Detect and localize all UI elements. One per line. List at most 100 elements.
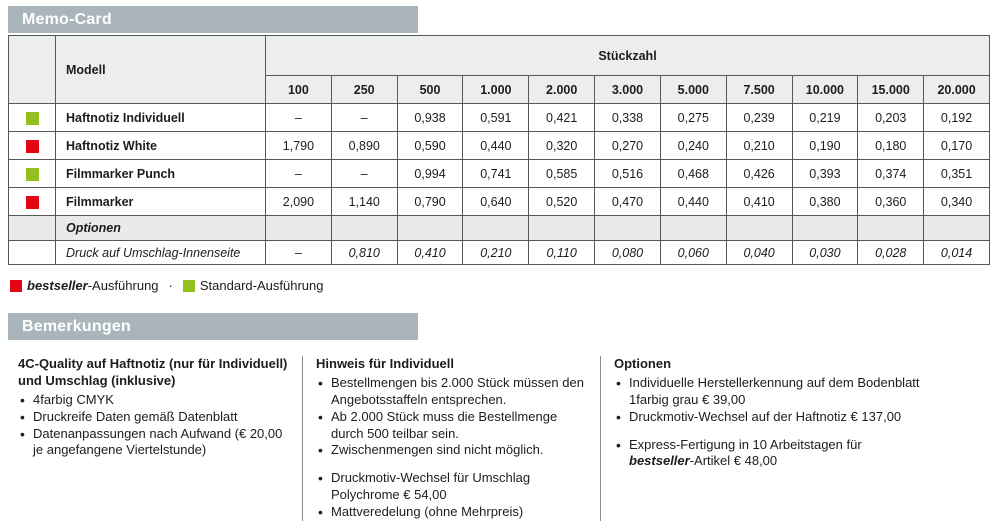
quantity-header: 5.000 [659, 75, 727, 104]
price-cell: 0,014 [923, 240, 990, 265]
price-cell: 0,080 [594, 240, 661, 265]
price-cell: 0,240 [659, 131, 727, 160]
quantity-header: 250 [330, 75, 398, 104]
option-name: Druck auf Umschlag-Innenseite [55, 240, 266, 265]
notes-column-hinweis: Hinweis für Individuell Bestellmengen bi… [302, 356, 600, 521]
price-cell: 0,340 [923, 187, 990, 216]
legend-standard-swatch-icon [182, 279, 195, 292]
quantity-header: 7.500 [725, 75, 793, 104]
price-cell: 0,410 [396, 240, 464, 265]
price-cell: – [330, 103, 398, 132]
quantity-group-header: Stückzahl [265, 35, 990, 76]
model-name: Haftnotiz Individuell [55, 103, 266, 132]
note-bullet: Mattveredelung (ohne Mehrpreis) [316, 503, 588, 521]
quantity-header: 10.000 [791, 75, 859, 104]
price-cell: 0,380 [791, 187, 859, 216]
note-bullet: Zwischenmengen sind nicht möglich. [316, 441, 588, 459]
price-cell: 0,890 [330, 131, 398, 160]
memo-card-section-title: Memo-Card [8, 6, 418, 33]
model-name: Haftnotiz White [55, 131, 266, 160]
model-column-header: Modell [55, 35, 266, 104]
price-cell: 0,180 [857, 131, 925, 160]
note-title: 4C-Quality auf Haftnotiz (nur für Indivi… [18, 356, 288, 388]
price-cell: 0,516 [594, 159, 661, 188]
price-cell: 0,426 [725, 159, 793, 188]
quantity-header: 3.000 [594, 75, 661, 104]
note-bullet: Druckmotiv-Wechsel für Umschlag Polychro… [316, 469, 588, 504]
remarks-section-title: Bemerkungen [8, 313, 418, 340]
price-cell: 0,192 [923, 103, 990, 132]
price-cell: 0,468 [659, 159, 727, 188]
price-cell: 0,040 [725, 240, 793, 265]
price-cell: 1,790 [265, 131, 332, 160]
price-cell: 0,338 [594, 103, 661, 132]
price-cell: – [265, 159, 332, 188]
price-cell: 0,520 [528, 187, 596, 216]
model-name: Filmmarker [55, 187, 266, 216]
swatch-cell [8, 103, 56, 132]
swatch-cell [8, 215, 56, 241]
standard-swatch-icon [25, 167, 39, 181]
quantity-header: 20.000 [923, 75, 990, 104]
price-cell: 1,140 [330, 187, 398, 216]
legend-separator: · [168, 278, 173, 293]
price-cell: 0,203 [857, 103, 925, 132]
swatch-cell [8, 240, 56, 265]
price-cell: 0,210 [462, 240, 530, 265]
quantity-header: 2.000 [528, 75, 596, 104]
price-cell: 0,060 [659, 240, 727, 265]
price-cell: 0,028 [857, 240, 925, 265]
price-cell: 0,585 [528, 159, 596, 188]
price-cell: – [265, 240, 332, 265]
price-cell: 0,421 [528, 103, 596, 132]
price-cell: 0,994 [396, 159, 464, 188]
quantity-header: 500 [396, 75, 464, 104]
table-header-row-group: Modell Stückzahl [8, 35, 990, 104]
price-cell: 0,275 [659, 103, 727, 132]
quantity-header: 15.000 [857, 75, 925, 104]
product-row: Haftnotiz Individuell – – 0,938 0,591 0,… [8, 103, 990, 132]
note-bullet: Express-Fertigung in 10 Arbeitstagen für… [614, 436, 928, 471]
note-bullet: Datenanpassungen nach Aufwand (€ 20,00 j… [18, 425, 290, 460]
price-cell: 0,239 [725, 103, 793, 132]
legend-bestseller-label: bestseller-Ausführung [27, 278, 159, 293]
price-cell: 0,360 [857, 187, 925, 216]
note-title: Optionen [614, 356, 672, 371]
price-cell: 2,090 [265, 187, 332, 216]
model-name: Filmmarker Punch [55, 159, 266, 188]
product-row: Haftnotiz White 1,790 0,890 0,590 0,440 … [8, 131, 990, 160]
price-cell: 0,810 [330, 240, 398, 265]
swatch-column-header [8, 35, 56, 104]
price-cell: 0,440 [462, 131, 530, 160]
options-section-label: Optionen [55, 215, 266, 241]
price-cell: 0,741 [462, 159, 530, 188]
price-cell: 0,210 [725, 131, 793, 160]
price-cell: 0,938 [396, 103, 464, 132]
quantity-header: 1.000 [462, 75, 530, 104]
product-row: Filmmarker 2,090 1,140 0,790 0,640 0,520… [8, 187, 990, 216]
note-bullet: Druckmotiv-Wechsel auf der Haftnotiz € 1… [614, 408, 928, 426]
price-cell: 0,790 [396, 187, 464, 216]
price-cell: 0,170 [923, 131, 990, 160]
price-cell: 0,219 [791, 103, 859, 132]
standard-swatch-icon [25, 111, 39, 125]
price-cell: 0,393 [791, 159, 859, 188]
legend-standard-label: Standard-Ausführung [199, 278, 324, 293]
legend: bestseller-Ausführung · Standard-Ausführ… [10, 278, 990, 293]
price-cell: 0,440 [659, 187, 727, 216]
price-cell: 0,351 [923, 159, 990, 188]
price-cell: 0,320 [528, 131, 596, 160]
price-cell: 0,590 [396, 131, 464, 160]
note-bullet: 4farbig CMYK [18, 391, 290, 409]
price-cell: 0,270 [594, 131, 661, 160]
price-cell: 0,410 [725, 187, 793, 216]
price-cell: 0,190 [791, 131, 859, 160]
swatch-cell [8, 187, 56, 216]
price-cell: 0,374 [857, 159, 925, 188]
notes-column-quality: 4C-Quality auf Haftnotiz (nur für Indivi… [8, 356, 302, 521]
quantity-header: 100 [265, 75, 332, 104]
price-cell: 0,030 [791, 240, 859, 265]
legend-bestseller-swatch-icon [10, 279, 22, 292]
price-cell: 0,110 [528, 240, 596, 265]
